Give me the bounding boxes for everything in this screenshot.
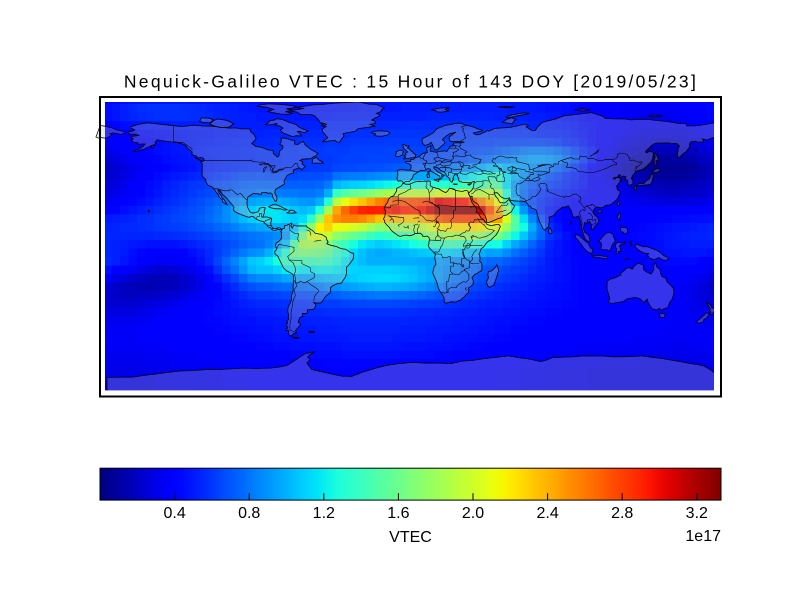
svg-text:VTEC: VTEC [389,529,432,546]
svg-text:Nequick-Galileo VTEC : 15 Hour: Nequick-Galileo VTEC : 15 Hour of 143 DO… [124,72,698,92]
svg-text:0.4: 0.4 [163,505,185,522]
svg-text:2.8: 2.8 [611,505,633,522]
svg-text:1.2: 1.2 [313,505,335,522]
svg-text:2.4: 2.4 [536,505,558,522]
svg-text:1.6: 1.6 [387,505,409,522]
svg-text:0.8: 0.8 [238,505,260,522]
svg-text:2.0: 2.0 [462,505,484,522]
svg-text:3.2: 3.2 [686,505,708,522]
svg-text:1e17: 1e17 [685,528,721,545]
